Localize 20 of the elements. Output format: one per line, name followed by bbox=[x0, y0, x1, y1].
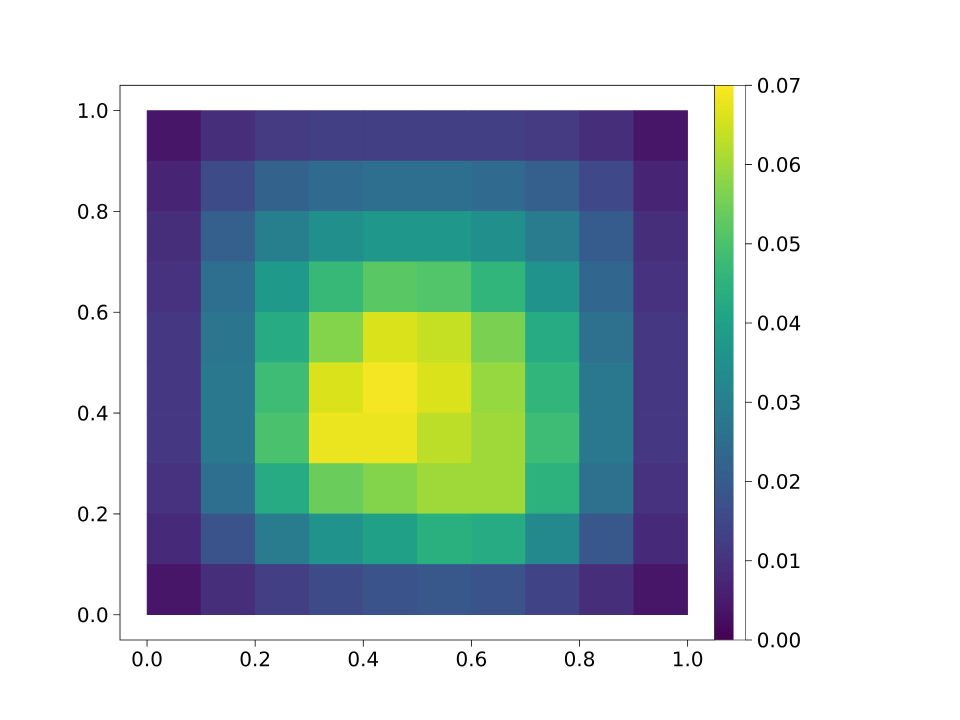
y-tick-label: 0.8 bbox=[78, 204, 108, 219]
color-bar-label: 0.02 bbox=[758, 474, 800, 490]
color-bar-label: 0.06 bbox=[758, 156, 800, 172]
x-tick-label: 1.0 bbox=[674, 651, 702, 666]
x-tick-label: 0.8 bbox=[564, 651, 594, 666]
x-tick-label: 0.6 bbox=[456, 651, 486, 666]
y-tick-label: 0.6 bbox=[78, 304, 108, 320]
y-tick-label: 0.2 bbox=[78, 506, 107, 522]
color-bar-label: 0.04 bbox=[758, 315, 800, 331]
y-tick-label: 0.4 bbox=[78, 406, 108, 421]
color-bar-label: 0.01 bbox=[758, 553, 800, 568]
color-bar-label: 0.00 bbox=[758, 632, 800, 648]
color-bar-label: 0.03 bbox=[758, 394, 800, 410]
x-tick-label: 0.4 bbox=[348, 651, 378, 666]
color-bar-label: 0.07 bbox=[758, 78, 800, 93]
y-tick-label: 0.0 bbox=[78, 607, 108, 622]
color-bar-label: 0.05 bbox=[758, 236, 800, 252]
x-tick-label: 0.0 bbox=[132, 651, 162, 666]
x-tick-label: 0.2 bbox=[240, 651, 270, 666]
y-tick-label: 1.0 bbox=[79, 102, 108, 118]
